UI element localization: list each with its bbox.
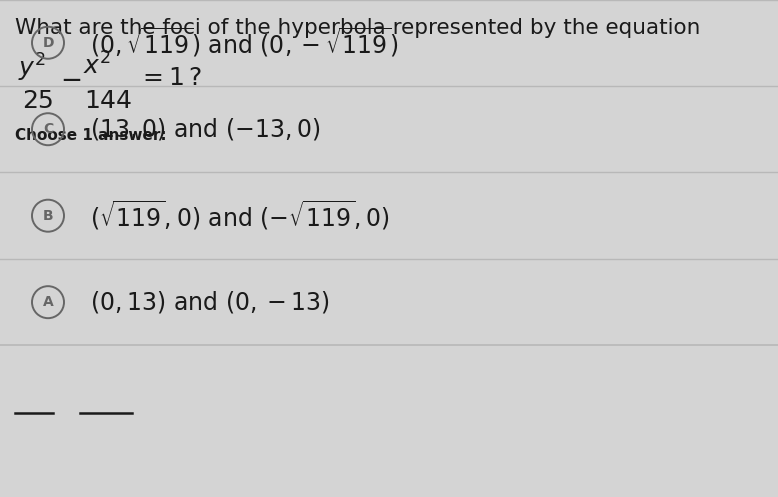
Text: $(0, 13)$ and $(0, -13)$: $(0, 13)$ and $(0, -13)$ [90, 289, 330, 315]
Text: Choose 1 answer:: Choose 1 answer: [15, 128, 166, 143]
Bar [0, 86, 778, 172]
Text: $144$: $144$ [84, 89, 132, 113]
Text: D: D [42, 36, 54, 50]
Bar [0, 172, 778, 259]
Text: B: B [43, 209, 54, 223]
Text: $(\sqrt{119}, 0)$ and $(-\sqrt{119}, 0)$: $(\sqrt{119}, 0)$ and $(-\sqrt{119}, 0)$ [90, 199, 390, 233]
Text: $25$: $25$ [22, 89, 54, 113]
Text: $(13, 0)$ and $(-13, 0)$: $(13, 0)$ and $(-13, 0)$ [90, 116, 321, 142]
Text: $= 1\,?$: $= 1\,?$ [138, 66, 202, 90]
Bar [0, 259, 778, 345]
Text: $(0, \sqrt{119})$ and $(0, -\sqrt{119})$: $(0, \sqrt{119})$ and $(0, -\sqrt{119})$ [90, 26, 399, 60]
Text: $-$: $-$ [60, 66, 81, 92]
Text: $y^2$: $y^2$ [18, 52, 46, 84]
Text: $x^2$: $x^2$ [83, 52, 111, 79]
Text: C: C [43, 122, 53, 136]
Bar [0, 0, 778, 86]
Text: What are the foci of the hyperbola represented by the equation: What are the foci of the hyperbola repre… [15, 18, 700, 38]
Text: A: A [43, 295, 54, 309]
